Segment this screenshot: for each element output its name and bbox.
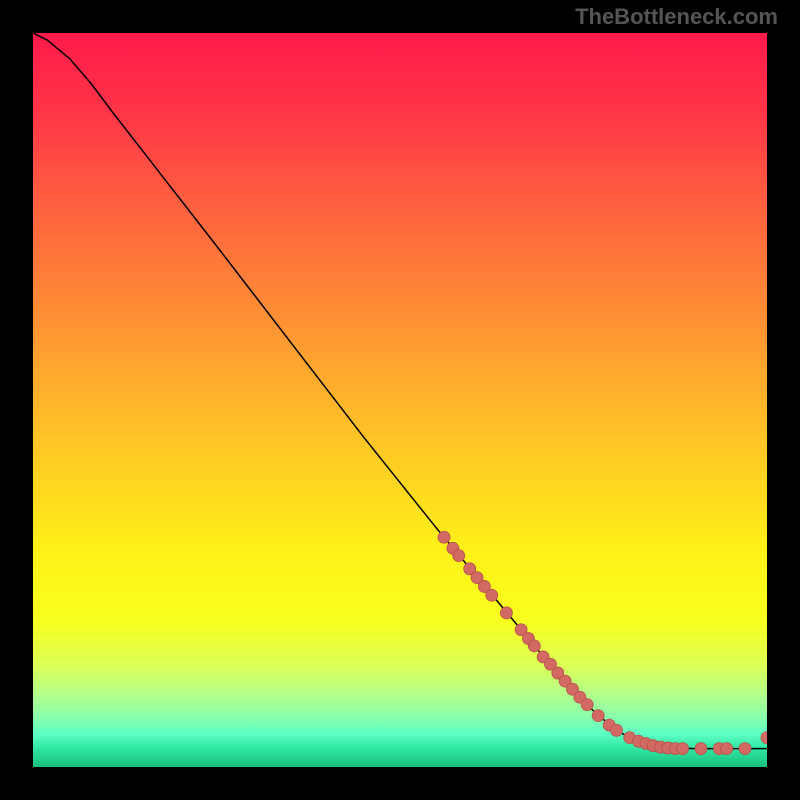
data-marker (611, 724, 623, 736)
data-marker (695, 743, 707, 755)
data-marker (677, 743, 689, 755)
data-marker (500, 607, 512, 619)
data-marker (739, 743, 751, 755)
data-marker (438, 531, 450, 543)
data-marker (761, 732, 767, 744)
data-marker (528, 640, 540, 652)
data-marker (721, 743, 733, 755)
watermark-text: TheBottleneck.com (575, 4, 778, 30)
chart-overlay (33, 33, 767, 767)
plot-area (33, 33, 767, 767)
bottleneck-curve (33, 33, 767, 749)
markers-group (438, 531, 767, 754)
data-marker (581, 699, 593, 711)
data-marker (592, 710, 604, 722)
data-marker (453, 550, 465, 562)
data-marker (486, 589, 498, 601)
